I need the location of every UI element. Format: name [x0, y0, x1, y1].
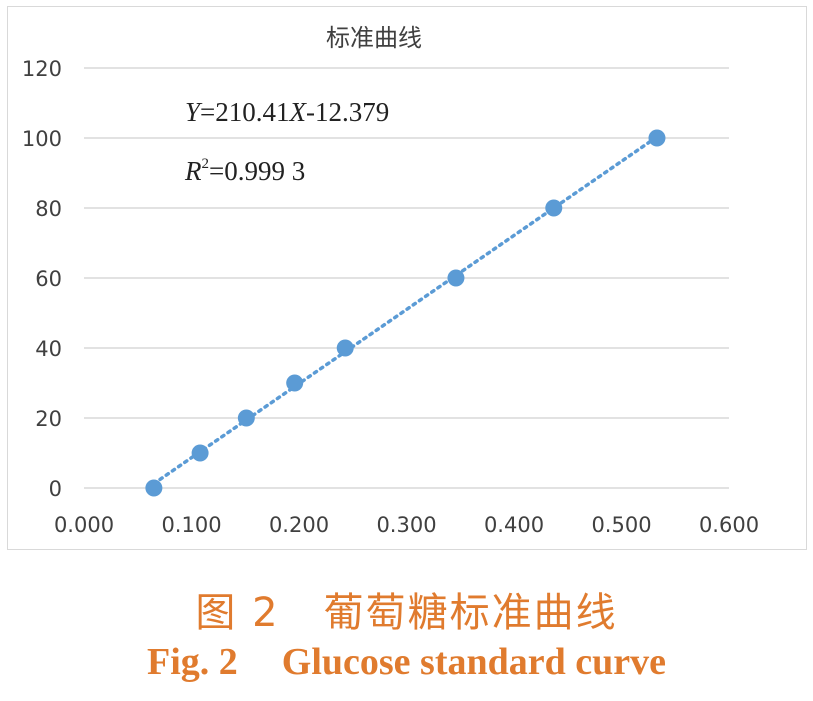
y-tick-label: 40: [35, 337, 62, 361]
y-tick-label: 100: [22, 127, 62, 151]
y-tick-label: 60: [35, 267, 62, 291]
data-point: [286, 374, 304, 392]
x-tick-label: 0.100: [161, 513, 221, 537]
caption-cn-fig: 图 2: [195, 590, 280, 636]
r2-value: =0.999 3: [209, 156, 305, 186]
r-squared: R2=0.999 3: [184, 156, 305, 186]
data-point: [145, 479, 163, 497]
data-point: [191, 444, 209, 462]
eq-coeff: =210.41: [200, 97, 289, 127]
data-point: [648, 129, 666, 147]
trendline: [152, 135, 659, 486]
y-tick-label: 0: [49, 477, 62, 501]
x-tick-label: 0.000: [54, 513, 114, 537]
x-tick-labels: 0.000 0.100 0.200 0.300 0.400 0.500 0.600: [54, 513, 759, 537]
caption-en-text: Glucose standard curve: [281, 641, 666, 683]
chart-plot: 标准曲线 0 20 40 60 80 100 120 0.000 0.100 0.200 0.30…: [22, 24, 759, 537]
x-tick-label: 0.400: [484, 513, 544, 537]
data-point: [237, 409, 255, 427]
eq-y-var: Y: [185, 97, 203, 127]
y-tick-labels: 0 20 40 60 80 100 120: [22, 57, 62, 501]
data-point: [336, 339, 354, 357]
eq-x-var: X: [289, 97, 308, 127]
caption-cn-text: 葡萄糖标准曲线: [323, 590, 618, 636]
x-tick-label: 0.600: [699, 513, 759, 537]
y-tick-label: 20: [35, 407, 62, 431]
r2-sup: 2: [202, 156, 210, 172]
r2-r: R: [184, 156, 202, 186]
x-tick-label: 0.300: [376, 513, 436, 537]
x-tick-label: 0.200: [269, 513, 329, 537]
data-point: [545, 199, 563, 217]
caption-english: Fig. 2 Glucose standard curve: [0, 640, 813, 684]
caption-en-fig: Fig. 2: [147, 641, 238, 683]
chart-title: 标准曲线: [326, 24, 422, 52]
regression-equation: Y=210.41X-12.379: [185, 97, 389, 127]
chart-frame: 标准曲线 0 20 40 60 80 100 120 0.000 0.100 0.200 0.30…: [7, 6, 807, 550]
grid-lines: [84, 67, 729, 489]
data-points: [145, 129, 666, 497]
y-tick-label: 120: [22, 57, 62, 81]
x-tick-label: 0.500: [591, 513, 651, 537]
data-point: [447, 269, 465, 287]
y-tick-label: 80: [35, 197, 62, 221]
caption-chinese: 图 2 葡萄糖标准曲线: [0, 580, 813, 638]
eq-intercept: -12.379: [306, 97, 389, 127]
trendline-path: [152, 135, 659, 486]
